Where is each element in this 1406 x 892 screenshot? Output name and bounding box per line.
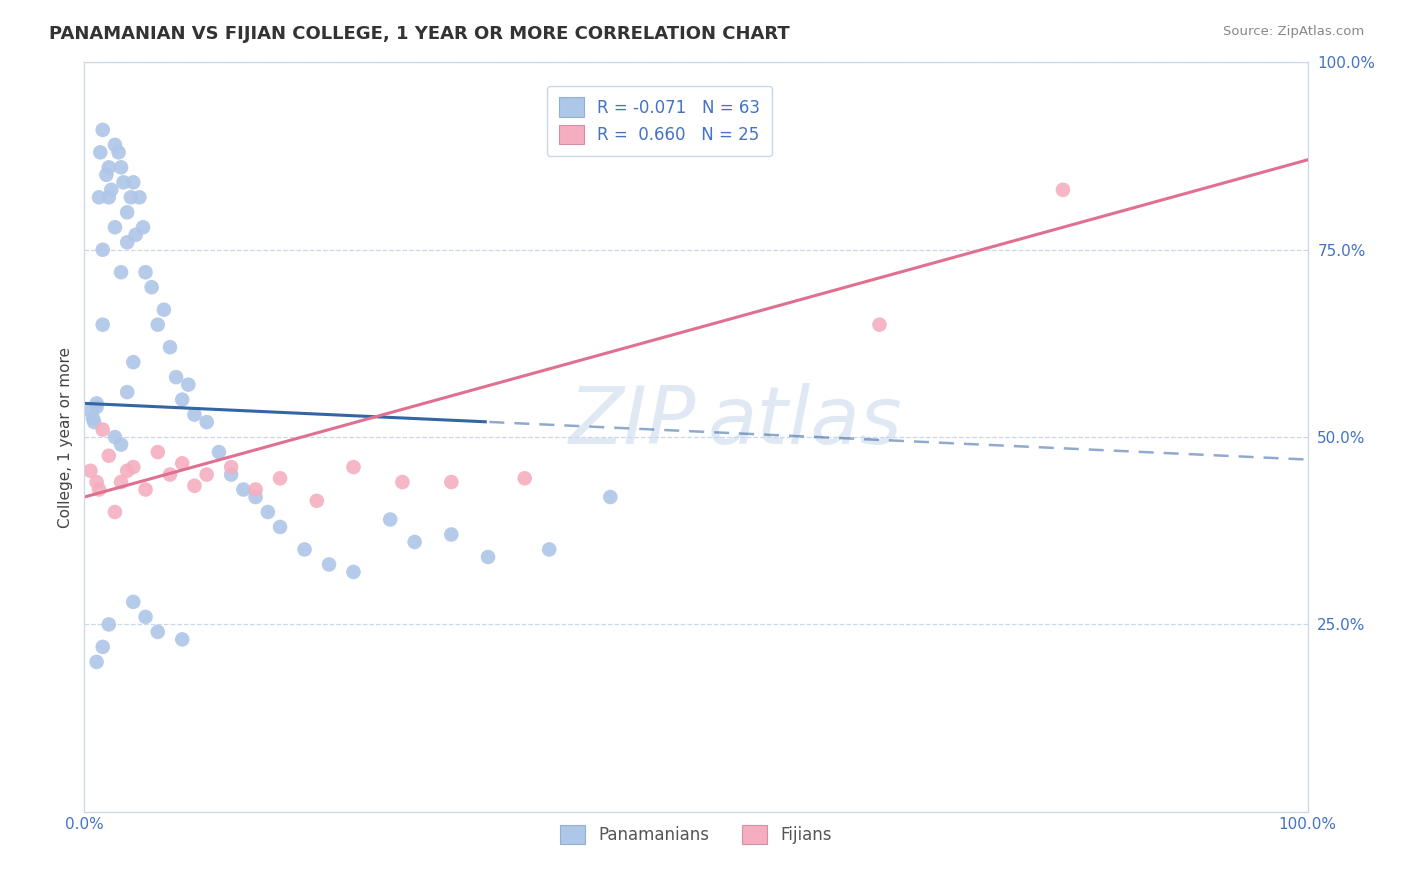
Point xyxy=(159,467,181,482)
Point xyxy=(104,220,127,235)
Point xyxy=(120,190,142,204)
Point xyxy=(404,535,426,549)
Point xyxy=(165,370,187,384)
Y-axis label: College, 1 year or more: College, 1 year or more xyxy=(58,347,73,527)
Point xyxy=(110,161,132,175)
Point xyxy=(122,460,145,475)
Point xyxy=(513,471,536,485)
Point xyxy=(538,542,561,557)
Point xyxy=(91,423,114,437)
Point xyxy=(104,137,127,152)
Point xyxy=(380,512,402,526)
Point xyxy=(97,190,120,204)
Point xyxy=(110,265,132,279)
Point xyxy=(342,565,364,579)
Point xyxy=(172,632,194,647)
Point xyxy=(86,400,108,414)
Point xyxy=(172,456,194,470)
Point xyxy=(112,175,135,189)
Point xyxy=(208,445,231,459)
Point xyxy=(122,175,145,189)
Point xyxy=(135,265,157,279)
Point xyxy=(269,471,291,485)
Point xyxy=(115,205,138,219)
Point xyxy=(183,408,205,422)
Point xyxy=(153,302,176,317)
Point xyxy=(107,145,129,160)
Point xyxy=(135,483,157,497)
Point xyxy=(195,415,218,429)
Point xyxy=(219,467,242,482)
Text: ZIP: ZIP xyxy=(568,383,696,461)
Point xyxy=(269,520,291,534)
Point xyxy=(122,595,145,609)
Point xyxy=(87,190,110,204)
Point xyxy=(96,168,118,182)
Point xyxy=(91,318,114,332)
Point xyxy=(305,493,328,508)
Point xyxy=(91,123,114,137)
Text: PANAMANIAN VS FIJIAN COLLEGE, 1 YEAR OR MORE CORRELATION CHART: PANAMANIAN VS FIJIAN COLLEGE, 1 YEAR OR … xyxy=(49,25,790,43)
Point xyxy=(1052,183,1074,197)
Point xyxy=(100,183,122,197)
Point xyxy=(141,280,163,294)
Point xyxy=(232,483,254,497)
Point xyxy=(183,479,205,493)
Point xyxy=(177,377,200,392)
Text: atlas: atlas xyxy=(709,383,903,461)
Point xyxy=(115,464,138,478)
Point xyxy=(869,318,891,332)
Point xyxy=(122,355,145,369)
Point xyxy=(79,404,101,418)
Point xyxy=(245,490,267,504)
Point xyxy=(91,640,114,654)
Point xyxy=(245,483,267,497)
Point xyxy=(318,558,340,572)
Point xyxy=(83,415,105,429)
Point xyxy=(391,475,413,489)
Point xyxy=(79,464,101,478)
Point xyxy=(146,318,169,332)
Point xyxy=(219,460,242,475)
Point xyxy=(342,460,364,475)
Point xyxy=(89,145,111,160)
Point xyxy=(132,220,155,235)
Point xyxy=(86,475,108,489)
Point xyxy=(86,396,108,410)
Point xyxy=(195,467,218,482)
Point xyxy=(97,449,120,463)
Point xyxy=(477,549,499,564)
Point xyxy=(599,490,621,504)
Point xyxy=(104,505,127,519)
Point xyxy=(172,392,194,407)
Point xyxy=(146,445,169,459)
Point xyxy=(97,161,120,175)
Point xyxy=(110,475,132,489)
Point xyxy=(125,227,148,242)
Point xyxy=(440,475,463,489)
Point xyxy=(115,385,138,400)
Point xyxy=(135,610,157,624)
Point xyxy=(257,505,280,519)
Point xyxy=(115,235,138,250)
Point xyxy=(146,624,169,639)
Point xyxy=(128,190,150,204)
Point xyxy=(294,542,316,557)
Point xyxy=(82,411,104,425)
Point xyxy=(159,340,181,354)
Point xyxy=(86,655,108,669)
Point xyxy=(104,430,127,444)
Point xyxy=(440,527,463,541)
Point xyxy=(87,483,110,497)
Text: Source: ZipAtlas.com: Source: ZipAtlas.com xyxy=(1223,25,1364,38)
Point xyxy=(91,243,114,257)
Point xyxy=(97,617,120,632)
Legend: Panamanians, Fijians: Panamanians, Fijians xyxy=(551,816,841,852)
Point xyxy=(110,437,132,451)
